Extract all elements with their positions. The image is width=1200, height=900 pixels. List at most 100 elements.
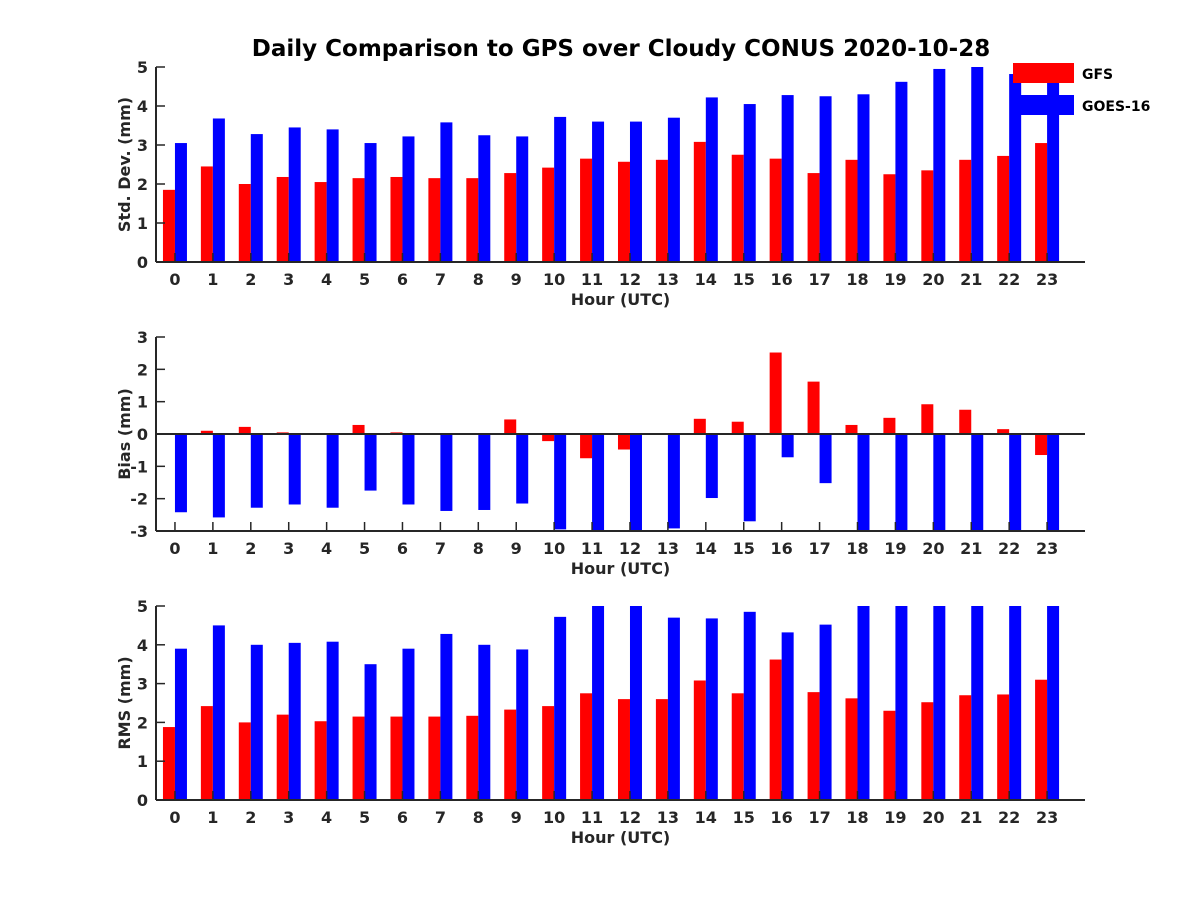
std-dev-ytick-label: 2 [137,175,148,194]
bias-bar-goes16-2 [250,434,263,508]
rms-bar-gfs-4 [314,721,327,800]
std-dev-bar-goes16-14 [705,97,718,262]
rms-bar-goes16-7 [440,633,453,800]
bias-bar-gfs-21 [959,409,972,434]
rms-xtick-label: 18 [846,808,868,827]
rms-xlabel: Hour (UTC) [571,828,671,847]
std-dev-bar-gfs-22 [997,155,1010,262]
std-dev-bar-gfs-7 [428,178,441,262]
std-dev-bar-gfs-14 [693,141,706,262]
bias-bar-gfs-9 [504,419,517,434]
std-dev-bar-gfs-21 [959,159,972,262]
rms-ytick-label: 3 [137,675,148,694]
std-dev-bar-goes16-8 [478,135,491,262]
bias-bar-gfs-22 [997,429,1010,434]
bias-xtick-label: 16 [771,539,793,558]
std-dev-xtick-label: 16 [771,270,793,289]
rms-bar-goes16-19 [895,606,908,800]
rms-bar-gfs-21 [959,695,972,800]
std-dev-bar-gfs-23 [1035,143,1048,262]
bias-xtick-label: 3 [283,539,294,558]
bias-xtick-label: 2 [245,539,256,558]
legend-swatch-gfs [1013,63,1074,83]
rms-bar-goes16-21 [971,606,984,800]
std-dev-ylabel: Std. Dev. (mm) [115,97,134,232]
std-dev-xtick-label: 13 [657,270,679,289]
rms-ylabel: RMS (mm) [115,656,134,749]
bias-bar-goes16-23 [1047,434,1060,531]
std-dev-ytick-label: 4 [137,97,148,116]
std-dev-bar-goes16-7 [440,122,453,262]
bias-bar-gfs-17 [807,381,820,434]
std-dev-bar-gfs-2 [238,184,251,262]
bias-bar-goes16-12 [629,434,642,531]
rms-bar-goes16-14 [705,618,718,800]
bias-ytick-label: -1 [130,457,148,476]
bias-xtick-label: 1 [207,539,218,558]
bias-xtick-label: 0 [169,539,180,558]
rms-bar-goes16-6 [402,648,415,800]
rms-bar-gfs-14 [693,680,706,800]
bias-bar-goes16-16 [781,434,794,458]
rms-bar-goes16-1 [212,625,225,800]
bias-xtick-label: 5 [359,539,370,558]
legend-label-gfs: GFS [1082,67,1113,83]
rms-bar-goes16-11 [592,606,605,800]
bias-bar-goes16-20 [933,434,946,531]
bias-bar-goes16-10 [554,434,567,530]
std-dev-bar-goes16-20 [933,68,946,262]
std-dev-xtick-label: 21 [960,270,982,289]
std-dev-bar-gfs-5 [352,178,365,262]
rms-ytick-label: 5 [137,597,148,616]
std-dev-bar-goes16-13 [667,117,680,262]
rms-bar-goes16-4 [326,641,339,800]
rms-bar-gfs-5 [352,716,365,800]
std-dev-ytick-label: 3 [137,136,148,155]
bias-ylabel: Bias (mm) [115,388,134,480]
bias-xtick-label: 22 [998,539,1020,558]
std-dev-xtick-label: 20 [922,270,944,289]
rms-bar-goes16-22 [1009,606,1022,800]
rms-xtick-label: 11 [581,808,603,827]
std-dev-bar-gfs-0 [162,189,175,262]
rms-bar-gfs-13 [655,699,668,800]
legend-label-goes16: GOES-16 [1082,99,1150,115]
std-dev-xtick-label: 15 [733,270,755,289]
std-dev-bar-gfs-9 [504,173,517,262]
bias-xtick-label: 11 [581,539,603,558]
legend: GFS GOES-16 [1013,63,1150,115]
bias-bar-gfs-15 [731,421,744,434]
bias-bar-gfs-10 [542,434,555,442]
bias-xtick-label: 4 [321,539,332,558]
rms-bar-goes16-13 [667,617,680,800]
rms-bar-goes16-0 [174,648,187,800]
std-dev-bar-gfs-15 [731,154,744,262]
std-dev-bar-gfs-11 [580,158,593,262]
bias-bar-goes16-8 [478,434,491,510]
rms-xtick-label: 16 [771,808,793,827]
std-dev-bar-goes16-18 [857,94,870,262]
bias-bar-gfs-18 [845,424,858,434]
std-dev-xtick-label: 19 [884,270,906,289]
std-dev-bar-goes16-0 [174,143,187,262]
std-dev-bar-goes16-12 [629,121,642,262]
bias-bar-goes16-4 [326,434,339,508]
rms-xtick-label: 13 [657,808,679,827]
std-dev-xtick-label: 23 [1036,270,1058,289]
std-dev-bar-goes16-9 [516,136,529,262]
std-dev-bar-gfs-20 [921,170,934,262]
rms-xtick-label: 1 [207,808,218,827]
rms-bar-goes16-18 [857,606,870,800]
rms-bar-gfs-18 [845,698,858,800]
rms-bar-gfs-12 [617,699,630,800]
rms-ytick-label: 2 [137,713,148,732]
bias-xtick-label: 17 [808,539,830,558]
bias-bar-goes16-15 [743,434,756,522]
std-dev-xtick-label: 22 [998,270,1020,289]
std-dev-bar-gfs-8 [466,178,479,262]
bias-xtick-label: 23 [1036,539,1058,558]
std-dev-ytick-label: 0 [137,253,148,272]
